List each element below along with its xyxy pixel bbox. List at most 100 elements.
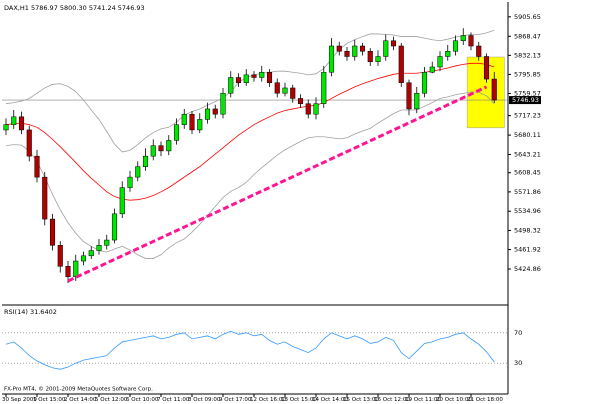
candle-body <box>127 176 133 188</box>
x-tick-label: 9 Oct 17:00 <box>219 397 252 403</box>
candle-body <box>197 119 203 131</box>
candle-body <box>375 56 381 62</box>
candle-body <box>243 74 249 83</box>
candle-body <box>65 266 71 278</box>
candle-body <box>42 176 48 220</box>
candle-body <box>142 155 149 167</box>
candle-body <box>390 40 397 47</box>
candle-body <box>406 82 412 110</box>
candle-body <box>212 108 218 115</box>
candle-body <box>352 45 358 57</box>
y-tick-label: 5680.11 <box>514 131 541 139</box>
trend-line <box>67 85 488 283</box>
candle-body <box>468 35 474 47</box>
rsi-title: RSI(14) 31.6402 <box>4 308 57 316</box>
candle-body <box>158 145 164 152</box>
candle-body <box>491 78 497 101</box>
candle-body <box>313 103 319 115</box>
last-price-box <box>509 96 541 105</box>
candle-body <box>305 103 311 115</box>
candle-body <box>173 124 180 141</box>
candle-body <box>452 40 459 52</box>
x-tick-label: 15 Oct 13:00 <box>343 397 379 403</box>
chart-title: DAX,H1 5786.97 5800.30 5741.24 5746.93 <box>4 4 145 12</box>
candle-body <box>73 260 79 278</box>
y-tick-label: 5424.86 <box>514 265 541 273</box>
x-tick-label: 8 Oct 09:00 <box>188 397 221 403</box>
candle-body <box>49 218 56 246</box>
candle-body <box>460 35 466 42</box>
candle-body <box>181 113 187 125</box>
candle-body <box>282 87 288 94</box>
x-tick-label: 30 Sep 2009 <box>2 397 37 403</box>
candle-body <box>119 187 125 215</box>
candle-body <box>204 108 211 120</box>
candle-body <box>266 71 273 83</box>
candle-body <box>290 87 296 99</box>
candle-body <box>166 140 172 152</box>
candle-body <box>111 213 118 241</box>
candle-body <box>344 51 350 57</box>
y-tick-label: 5868.47 <box>514 32 541 40</box>
candle-body <box>11 116 17 125</box>
footer: FX-Pro MT4, © 2001-2009 MetaQuotes Softw… <box>4 386 153 393</box>
candle-body <box>251 74 257 78</box>
x-tick-label: 6 Oct 10:00 <box>126 397 159 403</box>
candle-body <box>398 45 404 83</box>
band-lower <box>5 91 495 259</box>
y-tick-label: 5905.65 <box>514 13 541 21</box>
y-tick-label: 5571.86 <box>514 188 541 196</box>
candle-body <box>476 45 482 57</box>
y-tick-label: 5534.96 <box>514 207 541 215</box>
y-tick-label: 5608.45 <box>514 169 541 177</box>
candle-body <box>321 71 327 104</box>
candle-body <box>483 56 490 80</box>
candle-body <box>3 124 9 131</box>
x-tick-label: 13 Oct 15:00 <box>281 397 317 403</box>
candle-body <box>18 116 25 131</box>
candle-body <box>429 66 435 73</box>
candle-body <box>359 45 366 52</box>
x-tick-label: 20 Oct 10:00 <box>436 397 472 403</box>
y-tick-label: 5795.85 <box>514 70 541 78</box>
band-upper <box>5 29 495 153</box>
candle-body <box>80 255 87 262</box>
moving-average <box>5 62 495 201</box>
candle-body <box>34 155 40 178</box>
candle-body <box>189 113 195 131</box>
candle-body <box>135 166 141 178</box>
candle-body <box>235 77 242 83</box>
candle-body <box>220 92 226 115</box>
y-tick-label: 5643.21 <box>514 150 541 158</box>
candle-body <box>297 98 304 104</box>
x-tick-label: 16 Oct 12:00 <box>374 397 410 403</box>
candle-body <box>88 250 94 257</box>
candle-body <box>57 245 63 267</box>
candle-body <box>367 51 373 62</box>
y-tick-label: 5717.23 <box>514 112 541 120</box>
candle-body <box>96 245 102 251</box>
rsi-tick-label: 70 <box>514 329 522 337</box>
x-tick-label: 7 Oct 11:00 <box>157 397 190 403</box>
candle-body <box>328 45 335 73</box>
y-tick-label: 5498.32 <box>514 226 541 234</box>
y-tick-label: 5759.57 <box>514 89 541 97</box>
candle-body <box>437 56 443 68</box>
x-tick-label: 19 Oct 11:00 <box>405 397 441 403</box>
candle-body <box>26 129 32 157</box>
candle-body <box>150 145 156 157</box>
x-tick-label: 2 Oct 14:00 <box>64 397 97 403</box>
y-tick-label: 5461.92 <box>514 246 541 254</box>
candle-body <box>259 71 265 78</box>
rsi-line <box>5 330 495 370</box>
candle-body <box>336 45 342 52</box>
rsi-tick-label: 30 <box>514 359 522 367</box>
x-tick-label: 14 Oct 14:00 <box>312 397 348 403</box>
candle-body <box>383 40 389 57</box>
x-tick-label: 12 Oct 16:00 <box>250 397 286 403</box>
y-tick-label: 5832.13 <box>514 51 541 59</box>
x-tick-label: 21 Oct 18:00 <box>467 397 503 403</box>
candle-body <box>104 239 110 246</box>
last-price-label: 5746.93 <box>512 96 539 104</box>
